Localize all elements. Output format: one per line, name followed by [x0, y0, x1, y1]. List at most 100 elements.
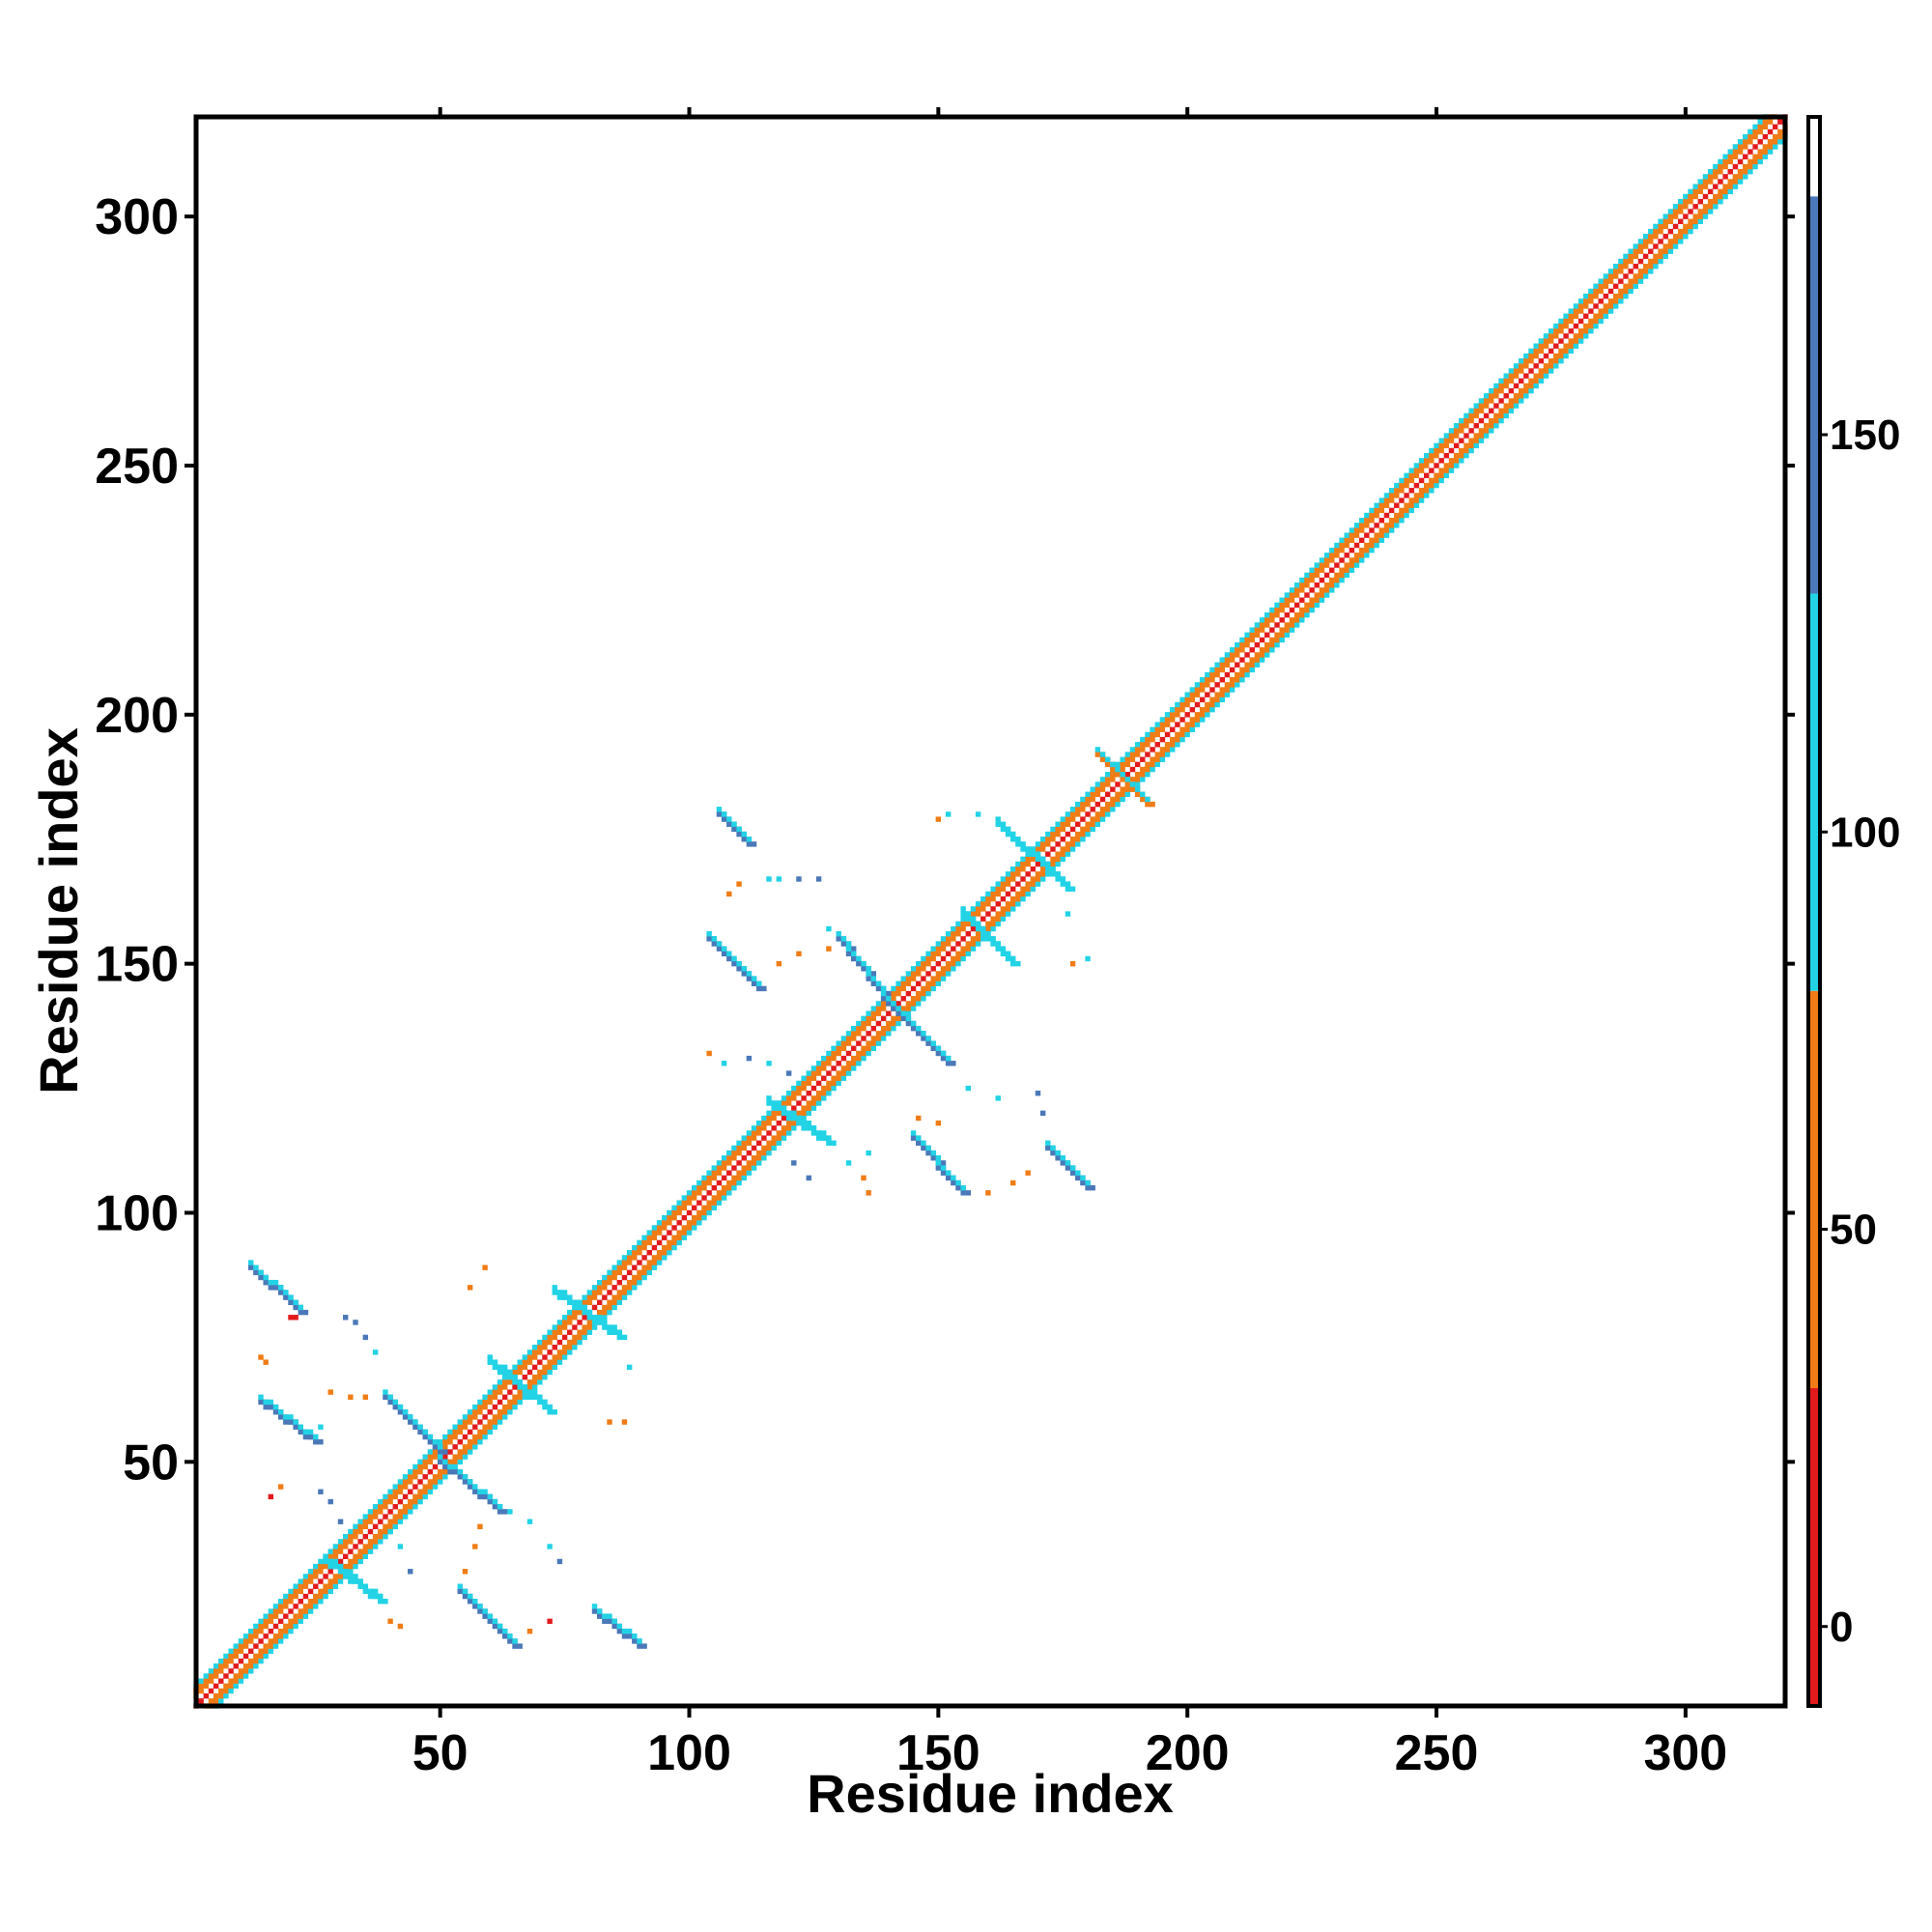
- diagonal-cell: [781, 1125, 787, 1131]
- diagonal-cell: [572, 1315, 578, 1321]
- diagonal-cell: [1289, 627, 1295, 633]
- diagonal-cell: [307, 1599, 314, 1605]
- diagonal-cell: [616, 1260, 623, 1265]
- diagonal-cell: [1662, 234, 1668, 240]
- contact-cell: [482, 1613, 488, 1619]
- diagonal-cell: [726, 1170, 732, 1176]
- diagonal-cell: [856, 1061, 862, 1066]
- diagonal-cell: [1060, 821, 1065, 827]
- diagonal-cell: [253, 1623, 259, 1630]
- diagonal-cell: [921, 966, 926, 972]
- diagonal-cell: [1075, 801, 1081, 808]
- diagonal-cell: [632, 1285, 638, 1291]
- diagonal-cell: [1718, 193, 1723, 200]
- diagonal-cell: [1747, 149, 1753, 155]
- diagonal-cell: [1264, 611, 1270, 618]
- diagonal-cell: [1179, 736, 1185, 743]
- diagonal-cell: [522, 1394, 528, 1400]
- diagonal-cell: [940, 966, 947, 972]
- diagonal-cell: [850, 1055, 857, 1062]
- diagonal-cell: [487, 1409, 493, 1415]
- diagonal-cell: [1170, 726, 1176, 732]
- contact-cell: [293, 1299, 298, 1306]
- diagonal-cell: [1005, 881, 1011, 887]
- diagonal-cell: [1369, 507, 1375, 514]
- diagonal-cell: [1653, 253, 1659, 260]
- diagonal-cell: [561, 1354, 568, 1360]
- contact-cell: [327, 1498, 333, 1505]
- diagonal-cell: [1513, 363, 1520, 369]
- diagonal-cell: [318, 1578, 324, 1584]
- diagonal-cell: [1060, 837, 1065, 842]
- diagonal-cell: [1115, 801, 1121, 808]
- contact-cell: [313, 1438, 319, 1445]
- diagonal-cell: [1069, 826, 1076, 833]
- diagonal-cell: [1612, 293, 1619, 299]
- diagonal-cell: [637, 1279, 642, 1286]
- diagonal-cell: [1009, 895, 1016, 902]
- contact-cell: [1035, 1091, 1041, 1096]
- diagonal-cell: [667, 1250, 672, 1256]
- diagonal-cell: [616, 1269, 623, 1276]
- diagonal-cell: [1577, 318, 1584, 325]
- diagonal-cell: [1752, 163, 1758, 170]
- y-tick-label: 150: [95, 937, 179, 993]
- diagonal-cell: [1463, 452, 1469, 459]
- contact-cell: [1124, 777, 1131, 782]
- diagonal-cell: [372, 1523, 379, 1530]
- diagonal-cell: [218, 1668, 224, 1674]
- diagonal-cell: [965, 930, 972, 937]
- diagonal-cell: [691, 1195, 697, 1201]
- diagonal-cell: [1065, 841, 1071, 847]
- diagonal-cell: [861, 1020, 867, 1027]
- diagonal-cell: [1284, 632, 1291, 639]
- diagonal-cell: [1039, 837, 1046, 842]
- diagonal-cell: [1035, 841, 1041, 847]
- diagonal-cell: [561, 1350, 568, 1355]
- contact-cell: [801, 1125, 807, 1131]
- diagonal-cell: [856, 1025, 862, 1032]
- diagonal-cell: [741, 1140, 747, 1146]
- diagonal-cell: [1205, 701, 1210, 708]
- diagonal-cell: [1289, 592, 1295, 598]
- diagonal-cell: [1459, 417, 1464, 424]
- colorbar-segment: [1808, 1388, 1820, 1706]
- diagonal-cell: [248, 1648, 254, 1654]
- diagonal-cell: [1080, 826, 1086, 833]
- diagonal-cell: [1124, 756, 1131, 762]
- diagonal-cell: [1563, 323, 1569, 329]
- contact-cell: [621, 1334, 628, 1341]
- contact-cell: [342, 1574, 349, 1579]
- diagonal-cell: [1374, 507, 1379, 514]
- diagonal-cell: [1269, 617, 1275, 623]
- diagonal-cell: [298, 1583, 303, 1589]
- diagonal-cell: [1577, 333, 1584, 339]
- diagonal-cell: [457, 1449, 464, 1455]
- diagonal-cell: [1120, 756, 1125, 762]
- diagonal-cell: [1553, 328, 1559, 334]
- diagonal-cell: [477, 1409, 483, 1415]
- diagonal-cell: [866, 1020, 871, 1027]
- diagonal-cell: [1259, 617, 1265, 623]
- diagonal-cell: [815, 1065, 822, 1071]
- diagonal-cell: [1319, 567, 1325, 573]
- diagonal-cell: [1408, 497, 1414, 503]
- diagonal-cell: [1667, 228, 1674, 235]
- diagonal-cell: [362, 1533, 369, 1540]
- diagonal-cell: [1329, 553, 1335, 558]
- diagonal-cell: [850, 1045, 857, 1052]
- contact-cell: [497, 1364, 503, 1371]
- diagonal-cell: [1498, 398, 1504, 404]
- diagonal-cell: [412, 1463, 418, 1470]
- diagonal-cell: [348, 1533, 354, 1540]
- contact-cell: [1015, 841, 1021, 847]
- diagonal-cell: [372, 1514, 379, 1520]
- diagonal-cell: [242, 1668, 249, 1674]
- contact-cell: [751, 841, 757, 847]
- diagonal-cell: [1254, 632, 1261, 639]
- x-tick-label: 250: [1395, 1725, 1479, 1781]
- diagonal-cell: [1434, 482, 1439, 489]
- contact-cell: [482, 1608, 488, 1614]
- diagonal-cell: [1568, 348, 1574, 355]
- diagonal-cell: [383, 1528, 388, 1535]
